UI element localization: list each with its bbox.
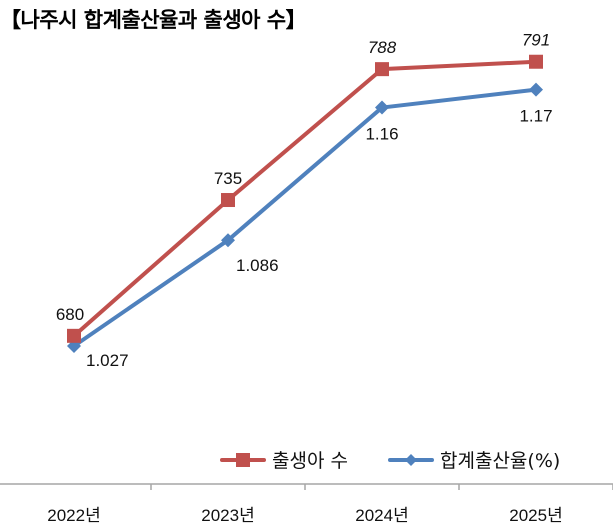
legend-label: 합계출산율(%) [440, 450, 560, 472]
series-line-0 [72, 59, 537, 338]
legend-label: 출생아 수 [272, 450, 348, 472]
data-label: 1.16 [365, 125, 398, 144]
data-label: 1.17 [519, 107, 552, 126]
legend-diamond-marker [405, 454, 417, 466]
legend-square-marker [236, 453, 250, 467]
chart-title: 【나주시 합계출산율과 출생아 수】 [0, 8, 307, 32]
data-point-square [67, 328, 81, 343]
x-tick-label: 2025년 [509, 506, 562, 523]
data-label: 735 [214, 169, 242, 188]
data-label: 1.027 [86, 351, 129, 370]
data-label: 788 [368, 38, 397, 57]
data-point-diamond [375, 100, 389, 115]
data-point-square [221, 193, 235, 208]
x-tick-label: 2024년 [355, 506, 408, 523]
data-label: 1.086 [236, 256, 279, 275]
data-label: 680 [56, 305, 84, 324]
data-point-diamond [221, 233, 235, 248]
series-line-1 [72, 87, 537, 348]
data-point-square [529, 54, 543, 69]
data-label: 791 [522, 31, 550, 50]
data-point-square [375, 62, 389, 77]
x-tick-label: 2023년 [201, 506, 254, 523]
x-tick-label: 2022년 [47, 506, 100, 523]
data-point-diamond [529, 82, 543, 97]
